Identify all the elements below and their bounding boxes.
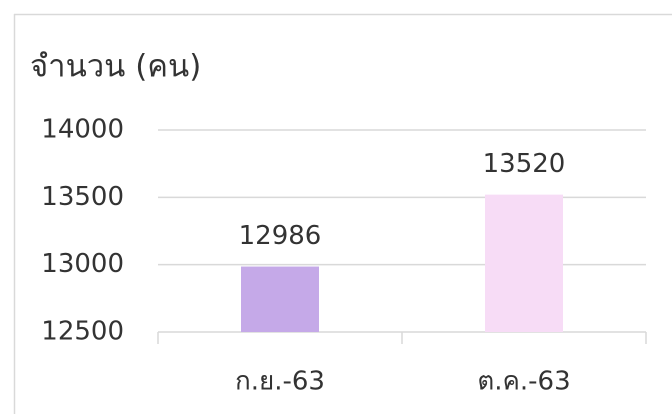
bar	[241, 266, 319, 332]
chart-title: จำนวน (คน)	[30, 49, 201, 85]
y-tick-label: 12500	[41, 317, 124, 347]
data-label: 13520	[483, 149, 566, 179]
x-tick-label: ต.ค.-63	[477, 367, 570, 397]
y-tick-label: 13000	[41, 249, 124, 279]
data-label: 12986	[239, 221, 322, 251]
bar	[485, 194, 563, 332]
x-tick-label: ก.ย.-63	[235, 367, 325, 397]
y-tick-label: 13500	[41, 182, 124, 212]
y-tick-label: 14000	[41, 115, 124, 145]
